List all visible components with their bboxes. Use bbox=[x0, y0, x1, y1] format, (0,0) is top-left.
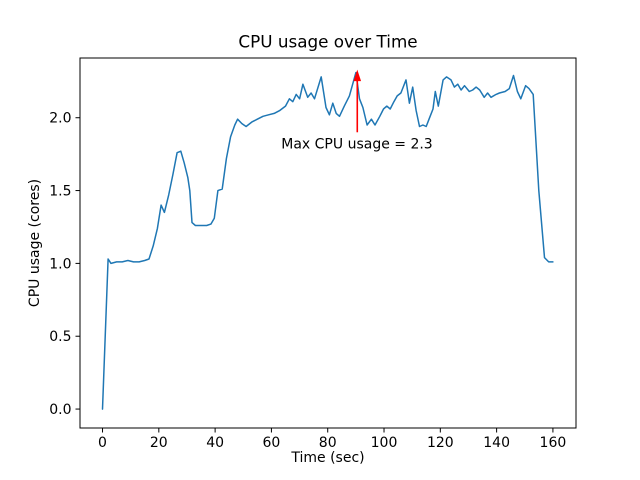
annotation-text: Max CPU usage = 2.3 bbox=[281, 136, 432, 152]
x-tick-label: 100 bbox=[371, 435, 398, 451]
chart-title: CPU usage over Time bbox=[238, 32, 417, 52]
x-axis-label: Time (sec) bbox=[290, 450, 364, 466]
max-annotation: Max CPU usage = 2.3 bbox=[281, 69, 433, 152]
x-tick-label: 40 bbox=[206, 435, 224, 451]
y-tick-label: 1.0 bbox=[49, 256, 71, 272]
x-tick-label: 80 bbox=[319, 435, 337, 451]
x-tick-label: 60 bbox=[263, 435, 281, 451]
x-tick-label: 120 bbox=[427, 435, 454, 451]
y-tick-label: 0.5 bbox=[49, 329, 71, 345]
y-axis-label: CPU usage (cores) bbox=[27, 179, 43, 307]
x-tick-label: 20 bbox=[150, 435, 168, 451]
cpu-usage-line bbox=[101, 71, 554, 410]
x-tick-label: 0 bbox=[98, 435, 107, 451]
y-axis-ticks: 0.0 0.5 1.0 1.5 2.0 bbox=[49, 111, 80, 418]
y-tick-label: 1.5 bbox=[49, 184, 71, 200]
annotation-arrow-head-icon bbox=[353, 69, 362, 82]
y-tick-label: 0.0 bbox=[49, 402, 71, 418]
x-tick-label: 160 bbox=[540, 435, 567, 451]
y-tick-label: 2.0 bbox=[49, 111, 71, 127]
x-axis-ticks: 0 20 40 60 80 100 120 140 160 bbox=[98, 428, 566, 451]
x-tick-label: 140 bbox=[483, 435, 510, 451]
